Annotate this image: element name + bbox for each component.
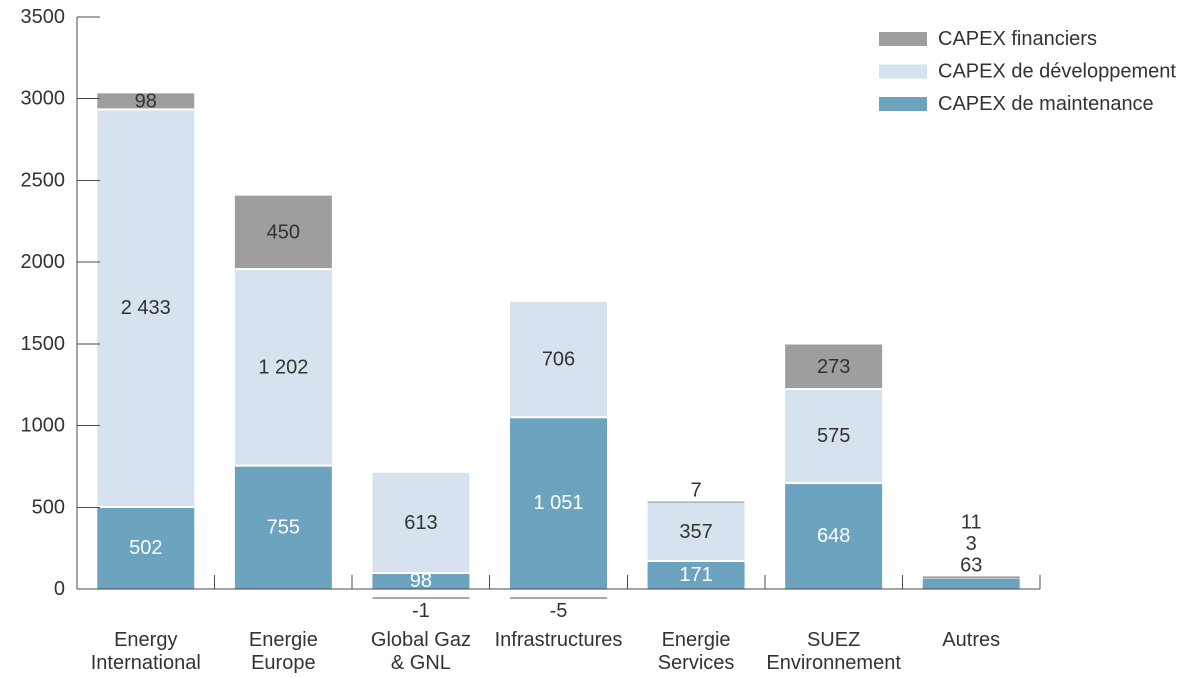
legend-swatch-capex-de-developpement — [879, 64, 927, 79]
data-label-capex-de-maintenance: 755 — [267, 516, 300, 538]
category-label: Energy — [114, 629, 177, 651]
data-label-capex-de-maintenance: 171 — [679, 564, 712, 586]
category-label: Environnement — [766, 652, 901, 674]
data-label-capex-de-developpement: 357 — [679, 521, 712, 543]
category-label: Energie — [249, 629, 318, 651]
bar-segment-capex-financiers — [97, 93, 195, 110]
category-label: Autres — [942, 629, 1000, 651]
bar-segment-capex-de-maintenance — [785, 483, 883, 589]
category-label: Services — [658, 652, 735, 674]
axes — [76, 16, 1041, 590]
y-tick-label: 1500 — [21, 333, 66, 355]
y-tick-label: 500 — [32, 496, 65, 518]
data-label-capex-financiers: 273 — [817, 356, 850, 378]
bars — [97, 93, 1020, 599]
data-label-capex-de-maintenance: 98 — [410, 570, 432, 592]
data-label-capex-de-developpement: 613 — [404, 512, 437, 534]
bar-segment-capex-de-developpement — [372, 472, 470, 573]
legend-label-capex-de-developpement: CAPEX de développement — [938, 61, 1176, 83]
data-label-capex-de-developpement: 575 — [817, 425, 850, 447]
y-tick-label: 2000 — [21, 251, 66, 273]
data-label-capex-de-developpement: 1 202 — [258, 356, 308, 378]
legend-label-capex-financiers: CAPEX financiers — [938, 28, 1097, 50]
data-label-capex-de-developpement: 706 — [542, 349, 575, 371]
category-label: SUEZ — [807, 629, 860, 651]
data-label-capex-financiers: 11 — [961, 511, 982, 533]
bar-segment-capex-financiers — [785, 344, 883, 390]
bar-segment-capex-de-maintenance — [922, 578, 1020, 589]
bar-segment-capex-financiers — [647, 501, 745, 503]
data-label-capex-financiers: 450 — [267, 221, 300, 243]
bar-segment-capex-de-developpement — [785, 389, 883, 484]
category-label: Infrastructures — [495, 629, 623, 651]
legend: CAPEX financiers CAPEX de développement CA… — [879, 28, 1176, 115]
data-label-capex-de-developpement: 3 — [966, 533, 977, 555]
y-tick-label: 3000 — [21, 88, 66, 110]
data-label-capex-financiers: 7 — [691, 480, 702, 502]
bar-segment-capex-de-maintenance — [647, 561, 745, 589]
bar-segment-capex-financiers — [922, 576, 1020, 579]
bar-segment-capex-de-maintenance — [234, 465, 332, 589]
y-tick-label: 3500 — [21, 6, 66, 28]
data-label-capex-de-developpement: 2 433 — [121, 297, 171, 319]
legend-label-capex-de-maintenance: CAPEX de maintenance — [938, 93, 1154, 115]
bar-segment-capex-de-developpement — [97, 109, 195, 507]
bar-segment-capex-de-developpement — [234, 269, 332, 466]
y-tick-labels: 0 500 1000 1500 2000 2500 3000 3500 — [21, 6, 66, 600]
y-tick-label: 1000 — [21, 415, 66, 437]
data-label-capex-financiers: -5 — [550, 600, 568, 622]
category-label: Europe — [251, 652, 316, 674]
bar-segment-capex-de-developpement — [647, 502, 745, 562]
bar-segment-capex-de-maintenance — [372, 572, 470, 589]
data-label-capex-de-maintenance: 648 — [817, 525, 850, 547]
data-label-capex-financiers: 98 — [135, 90, 157, 112]
bar-segment-capex-de-maintenance — [510, 417, 607, 589]
y-tick-label: 0 — [54, 578, 65, 600]
category-label: International — [91, 652, 201, 674]
legend-swatch-capex-de-maintenance — [879, 97, 927, 111]
data-label-capex-financiers: -1 — [412, 600, 430, 622]
data-labels: 502 2 433 98 755 1 202 450 98 613 -1 1 051 706 -5 17… — [121, 90, 983, 622]
y-tick-label: 2500 — [21, 169, 66, 191]
category-label: Energie — [662, 629, 731, 651]
category-label: Global Gaz — [371, 629, 471, 651]
bar-segment-capex-de-developpement — [510, 301, 607, 418]
legend-swatch-capex-financiers — [879, 32, 927, 46]
data-label-capex-de-maintenance: 1 051 — [533, 492, 583, 514]
category-label: & GNL — [391, 652, 451, 674]
bar-segment-capex-financiers — [234, 195, 332, 270]
bar-segment-capex-de-maintenance — [97, 506, 195, 589]
data-label-capex-de-maintenance: 502 — [129, 537, 162, 559]
data-label-capex-de-maintenance: 63 — [960, 554, 982, 576]
